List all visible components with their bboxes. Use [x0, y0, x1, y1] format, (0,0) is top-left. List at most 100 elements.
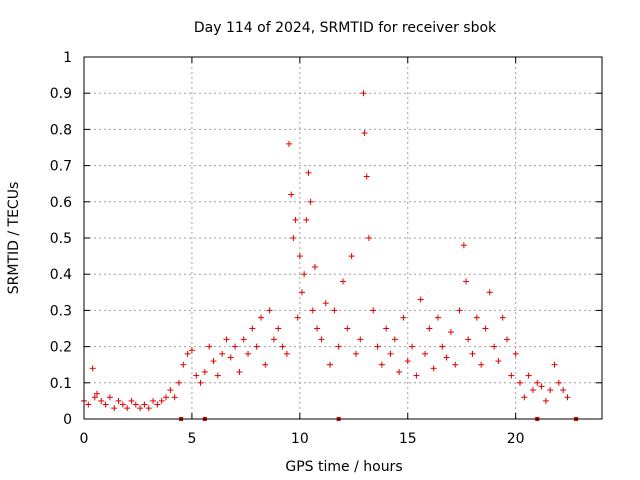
y-tick-label: 0.6	[50, 195, 72, 211]
data-point	[279, 343, 286, 350]
data-point	[422, 350, 429, 357]
data-point	[154, 401, 161, 408]
data-point	[219, 350, 226, 357]
chart-title: Day 114 of 2024, SRMTID for receiver sbo…	[194, 20, 497, 36]
data-point	[223, 336, 230, 343]
data-point	[360, 90, 367, 97]
data-point	[158, 397, 165, 404]
data-point	[491, 343, 498, 350]
data-point	[344, 325, 351, 332]
data-point	[473, 314, 480, 321]
data-point	[303, 216, 310, 223]
data-point	[145, 405, 152, 412]
data-point	[150, 397, 157, 404]
data-point	[374, 343, 381, 350]
data-point	[504, 336, 511, 343]
data-point	[292, 216, 299, 223]
data-point	[314, 325, 321, 332]
data-point	[538, 383, 545, 390]
y-tick-label: 0.9	[50, 86, 72, 102]
data-point	[318, 336, 325, 343]
data-point	[227, 354, 234, 361]
data-point	[175, 379, 182, 386]
data-point	[529, 387, 536, 394]
data-point	[102, 401, 109, 408]
data-point	[456, 307, 463, 314]
data-point	[465, 336, 472, 343]
data-point	[294, 314, 301, 321]
data-point	[434, 314, 441, 321]
x-tick-label: 10	[291, 431, 309, 447]
data-point	[141, 401, 148, 408]
data-point	[290, 235, 297, 241]
y-tick-label: 0.7	[50, 159, 72, 175]
data-point	[89, 365, 96, 372]
data-point	[286, 140, 293, 147]
data-point	[447, 329, 454, 336]
data-point	[400, 314, 407, 321]
data-point	[551, 361, 558, 368]
data-point	[322, 300, 329, 307]
data-point	[309, 307, 316, 314]
data-point	[128, 397, 135, 404]
data-point	[266, 307, 273, 314]
data-point	[335, 343, 342, 350]
x-tick-label: 15	[399, 431, 417, 447]
x-axis-label: GPS time / hours	[285, 459, 402, 475]
data-point	[499, 314, 506, 321]
data-point	[249, 325, 256, 332]
data-point	[430, 365, 437, 372]
data-point	[245, 350, 252, 357]
data-point	[396, 368, 403, 375]
data-point	[197, 379, 204, 386]
data-point	[115, 397, 122, 404]
data-point	[409, 343, 416, 350]
data-point	[469, 350, 476, 357]
data-point	[383, 325, 390, 332]
data-point	[525, 372, 532, 379]
data-point	[270, 336, 277, 343]
data-point	[307, 198, 314, 205]
data-point	[214, 372, 221, 379]
data-point	[460, 242, 467, 249]
data-point	[560, 387, 567, 394]
data-point	[363, 173, 370, 180]
data-point	[331, 307, 338, 314]
data-point	[301, 271, 308, 278]
data-point	[478, 361, 485, 368]
data-point	[508, 372, 515, 379]
data-point	[391, 336, 398, 343]
data-points	[81, 90, 579, 421]
x-tick-label: 20	[507, 431, 525, 447]
y-tick-label: 0.5	[50, 231, 72, 247]
data-point	[296, 253, 303, 260]
data-point	[193, 372, 200, 379]
data-point	[111, 405, 118, 412]
data-point	[188, 347, 195, 354]
y-tick-label: 0.2	[50, 340, 72, 356]
y-tick-label: 0.4	[50, 267, 72, 283]
data-point	[262, 361, 269, 368]
data-point	[495, 358, 502, 365]
data-point	[298, 289, 305, 296]
y-tick-label: 0.8	[50, 122, 72, 138]
data-point	[486, 289, 493, 296]
data-point	[85, 401, 92, 408]
data-point	[352, 350, 359, 357]
data-point	[240, 336, 247, 343]
y-tick-label: 0.3	[50, 303, 72, 319]
data-point	[365, 235, 372, 241]
y-tick-label: 0.1	[50, 376, 72, 392]
data-point	[132, 401, 139, 408]
data-point	[413, 372, 420, 379]
data-point	[417, 296, 424, 303]
data-point	[564, 394, 571, 401]
data-point	[257, 314, 264, 321]
data-point	[426, 325, 433, 332]
x-tick-label: 0	[80, 431, 89, 447]
data-point	[184, 350, 191, 357]
data-point	[232, 343, 239, 350]
data-point	[311, 263, 318, 270]
data-point	[236, 368, 243, 375]
data-point	[482, 325, 489, 332]
